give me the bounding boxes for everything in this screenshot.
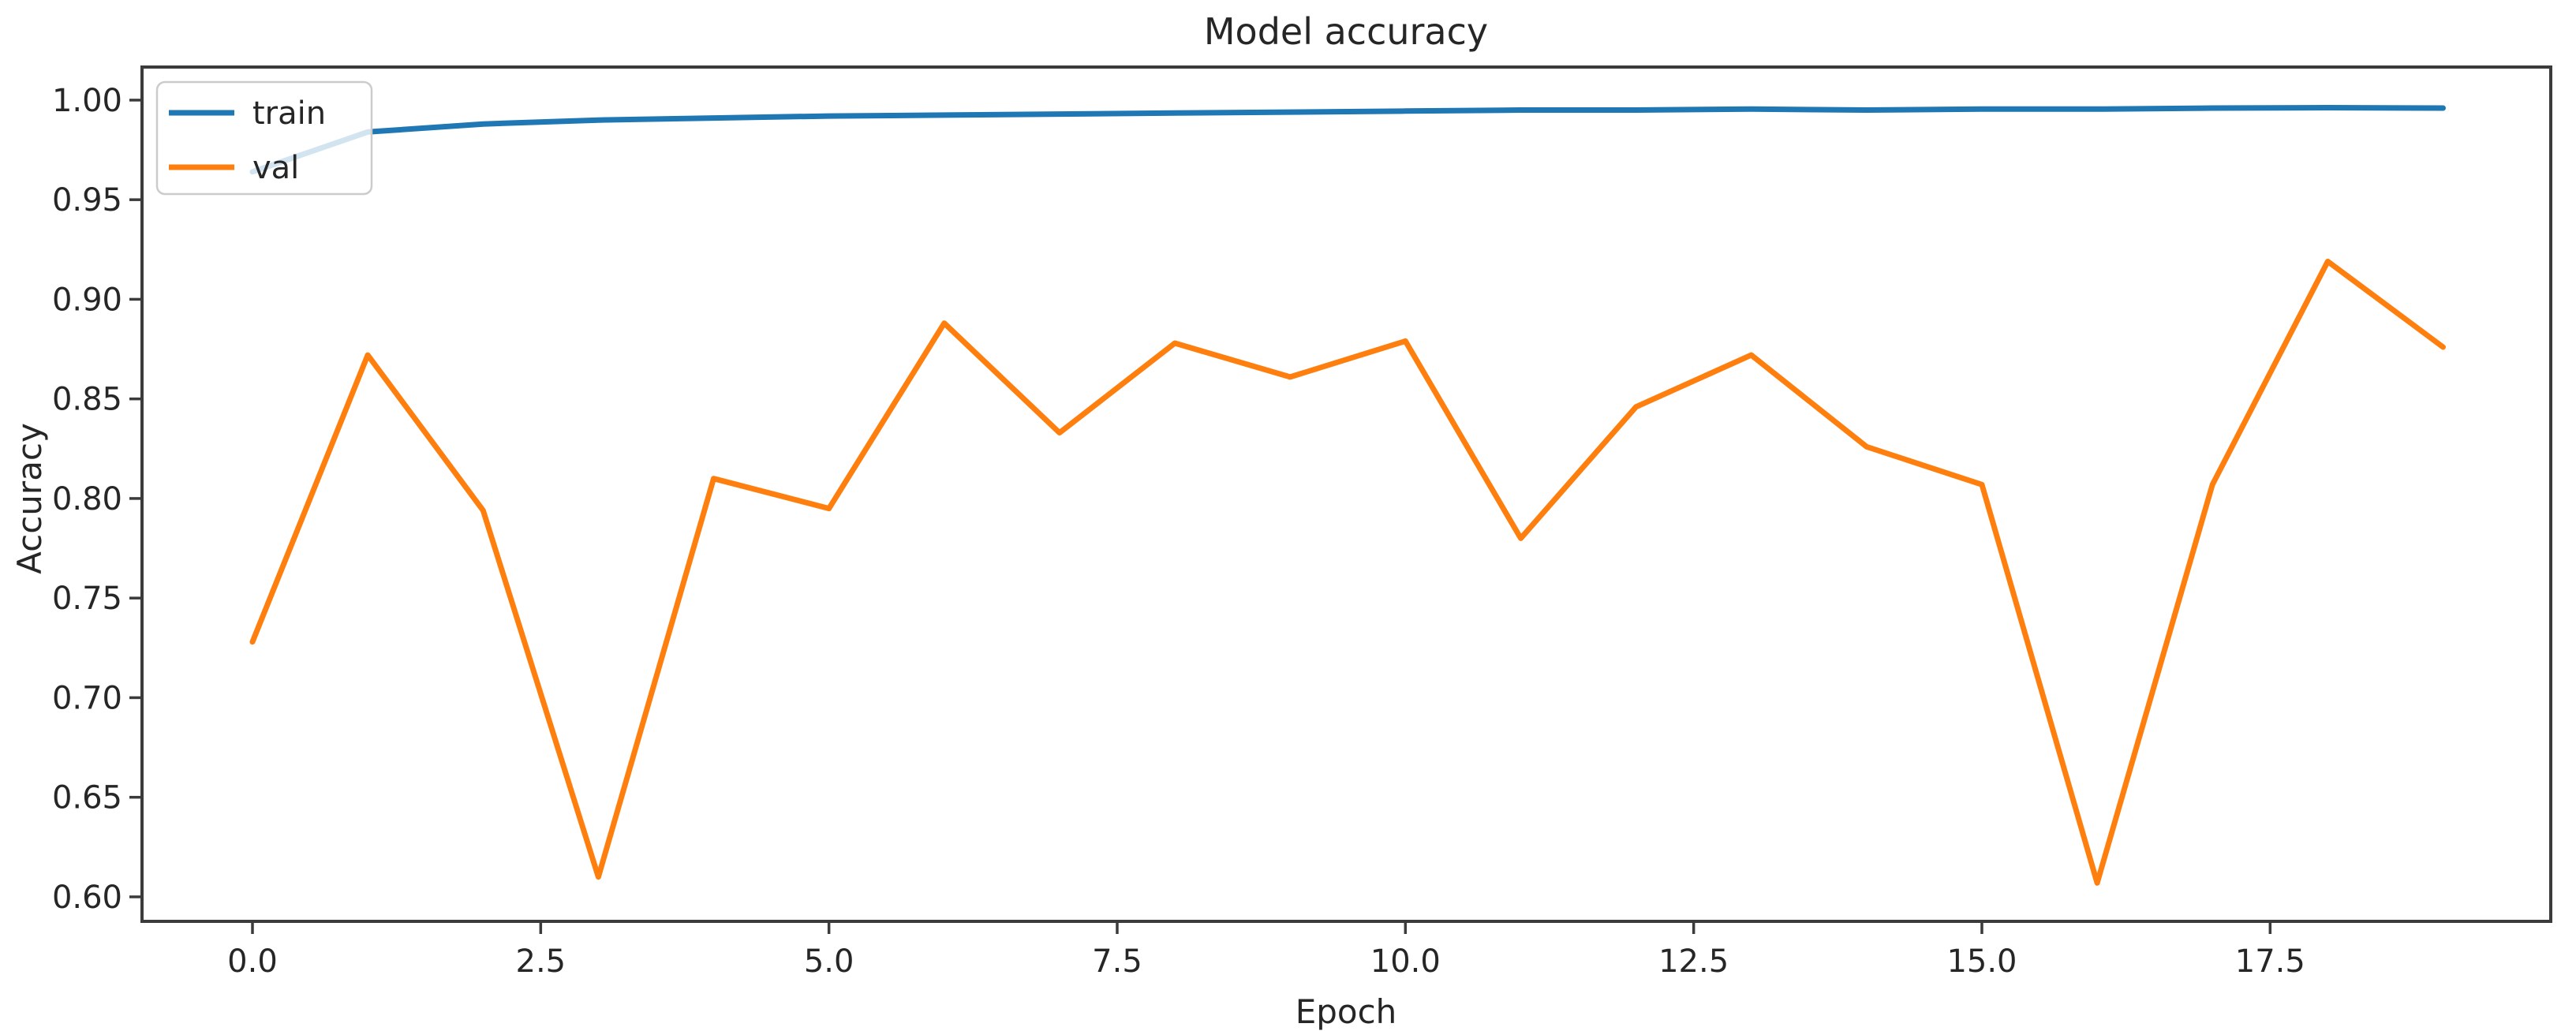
y-tick-label: 1.00 bbox=[52, 83, 122, 119]
series-line-train bbox=[249, 105, 2446, 175]
x-tick-label: 15.0 bbox=[1946, 943, 2017, 980]
y-tick-label: 0.75 bbox=[52, 581, 122, 617]
legend: train val bbox=[155, 80, 373, 196]
y-tick-label: 0.65 bbox=[52, 780, 122, 816]
chart-title: Model accuracy bbox=[1204, 10, 1488, 53]
x-tick-label: 5.0 bbox=[804, 943, 854, 980]
x-tick-label: 10.0 bbox=[1370, 943, 1441, 980]
y-tick-label: 0.80 bbox=[52, 481, 122, 517]
x-tick-label: 7.5 bbox=[1092, 943, 1142, 980]
x-tick-label: 2.5 bbox=[516, 943, 566, 980]
y-tick-label: 0.70 bbox=[52, 680, 122, 716]
x-tick-label: 17.5 bbox=[2235, 943, 2305, 980]
x-axis-label: Epoch bbox=[1295, 992, 1397, 1031]
y-tick-label: 0.95 bbox=[52, 182, 122, 219]
y-tick-label: 0.90 bbox=[52, 282, 122, 318]
x-tick-label: 0.0 bbox=[227, 943, 278, 980]
plot-frame bbox=[140, 65, 2552, 923]
legend-label-val: val bbox=[252, 150, 299, 186]
y-tick-label: 0.60 bbox=[52, 880, 122, 916]
plot-area: 0.0 2.5 5.0 7.5 10.0 12.5 15.0 17.5 0.60 0.65 0.70… bbox=[52, 83, 2446, 980]
series-line-val bbox=[249, 258, 2446, 886]
y-tick-label: 0.85 bbox=[52, 382, 122, 418]
x-tick-label: 12.5 bbox=[1658, 943, 1729, 980]
y-axis-label: Accuracy bbox=[10, 423, 49, 574]
legend-label-train: train bbox=[252, 95, 326, 132]
